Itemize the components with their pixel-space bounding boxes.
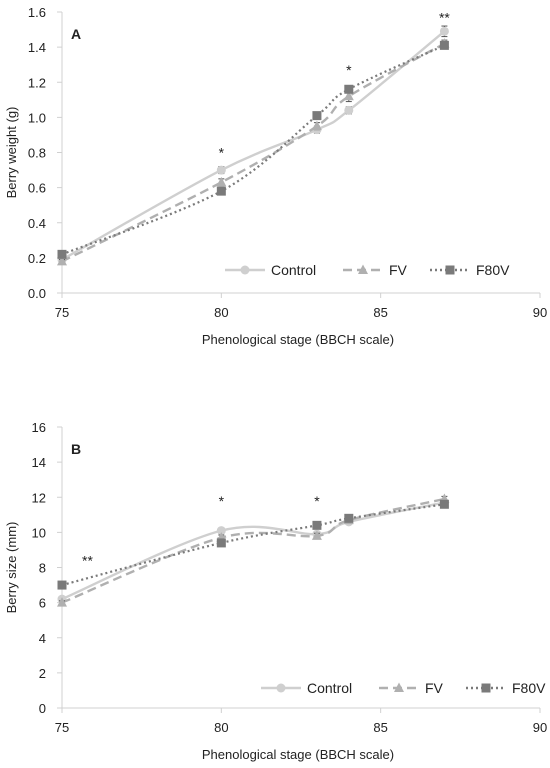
series-line-fv (61, 42, 445, 263)
data-point-fv (343, 90, 354, 101)
data-point-f80v (344, 84, 354, 94)
significance-marker: * (219, 493, 225, 509)
series-f80v (57, 499, 449, 590)
panel-letter: B (71, 441, 81, 457)
y-tick-label: 0.6 (28, 181, 46, 196)
data-point-f80v (344, 513, 354, 523)
legend-label-control: Control (307, 680, 352, 696)
series-line-f80v (61, 503, 445, 587)
series-fv (57, 493, 450, 607)
legend: Control FV F80V (261, 680, 546, 696)
legend-label-control: Control (271, 262, 316, 278)
data-point-f80v (439, 499, 449, 509)
significance-marker: * (314, 493, 320, 509)
significance-marker: * (346, 62, 352, 78)
series-f80v (57, 40, 449, 259)
legend-marker-fv (358, 264, 368, 274)
data-point-f80v (312, 520, 322, 530)
y-tick-label: 2 (39, 666, 46, 681)
x-tick-label: 85 (373, 720, 387, 735)
data-point-f80v (312, 111, 322, 121)
data-point-control (216, 526, 226, 536)
y-tick-label: 0.2 (28, 251, 46, 266)
series-line-fv (61, 497, 445, 604)
y-axis-title: Berry weight (g) (4, 107, 19, 199)
data-point-control (439, 26, 449, 36)
x-tick-label: 90 (533, 305, 547, 320)
y-tick-label: 8 (39, 561, 46, 576)
panel-letter: A (71, 26, 81, 42)
series-fv (57, 38, 450, 266)
legend-label-f80v: F80V (476, 262, 510, 278)
data-point-control (216, 165, 226, 175)
data-point-fv (216, 176, 227, 187)
series-line-control (61, 30, 446, 261)
data-point-fv (311, 530, 322, 540)
legend-marker-f80v (445, 265, 455, 275)
legend-marker-fv (394, 682, 404, 692)
chart-panel-b: 0 2 4 6 8 10 12 14 16 75 80 85 90 Phenological stage … (4, 420, 547, 762)
y-axis-title: Berry size (mm) (4, 522, 19, 614)
y-tick-label: 1.4 (28, 40, 46, 55)
x-tick-label: 80 (214, 305, 228, 320)
significance-marker: ** (439, 9, 450, 25)
legend-label-fv: FV (425, 680, 444, 696)
legend-marker-control (240, 265, 250, 275)
x-tick-label: 80 (214, 720, 228, 735)
y-tick-label: 1.2 (28, 75, 46, 90)
data-point-f80v (57, 580, 67, 590)
x-tick-label: 75 (55, 720, 69, 735)
data-point-fv (311, 120, 322, 131)
y-tick-label: 4 (39, 631, 46, 646)
legend-label-f80v: F80V (512, 680, 546, 696)
data-point-f80v (57, 249, 67, 259)
y-tick-label: 10 (32, 525, 46, 540)
series-control (57, 25, 449, 265)
series-control (57, 498, 449, 604)
series-line-f80v (61, 44, 445, 256)
y-tick-label: 0.4 (28, 216, 46, 231)
y-tick-label: 1.0 (28, 110, 46, 125)
y-tick-label: 12 (32, 490, 46, 505)
data-point-control (344, 105, 354, 115)
data-point-f80v (216, 186, 226, 196)
chart-panel-a: 0.0 0.2 0.4 0.6 0.8 1.0 1.2 1.4 1.6 75 80 85 90 Pheno… (4, 5, 547, 347)
significance-marker: ** (82, 552, 93, 568)
x-axis-title: Phenological stage (BBCH scale) (202, 332, 394, 347)
data-point-f80v (216, 538, 226, 548)
y-tick-label: 0.8 (28, 146, 46, 161)
data-point-fv (57, 255, 67, 266)
y-tick-label: 16 (32, 420, 46, 435)
series-line-control (61, 501, 445, 601)
y-tick-label: 1.6 (28, 5, 46, 20)
y-tick-label: 0.0 (28, 286, 46, 301)
x-tick-label: 75 (55, 305, 69, 320)
legend-marker-control (276, 683, 286, 693)
data-point-fv (57, 597, 67, 607)
legend: Control FV F80V (225, 262, 510, 278)
x-axis-title: Phenological stage (BBCH scale) (202, 747, 394, 762)
y-tick-label: 14 (32, 455, 46, 470)
data-point-f80v (439, 40, 449, 50)
y-tick-label: 0 (39, 701, 46, 716)
legend-marker-f80v (481, 683, 491, 693)
x-tick-label: 85 (373, 305, 387, 320)
y-tick-label: 6 (39, 596, 46, 611)
x-tick-label: 90 (533, 720, 547, 735)
significance-marker: * (219, 145, 225, 161)
legend-label-fv: FV (389, 262, 408, 278)
